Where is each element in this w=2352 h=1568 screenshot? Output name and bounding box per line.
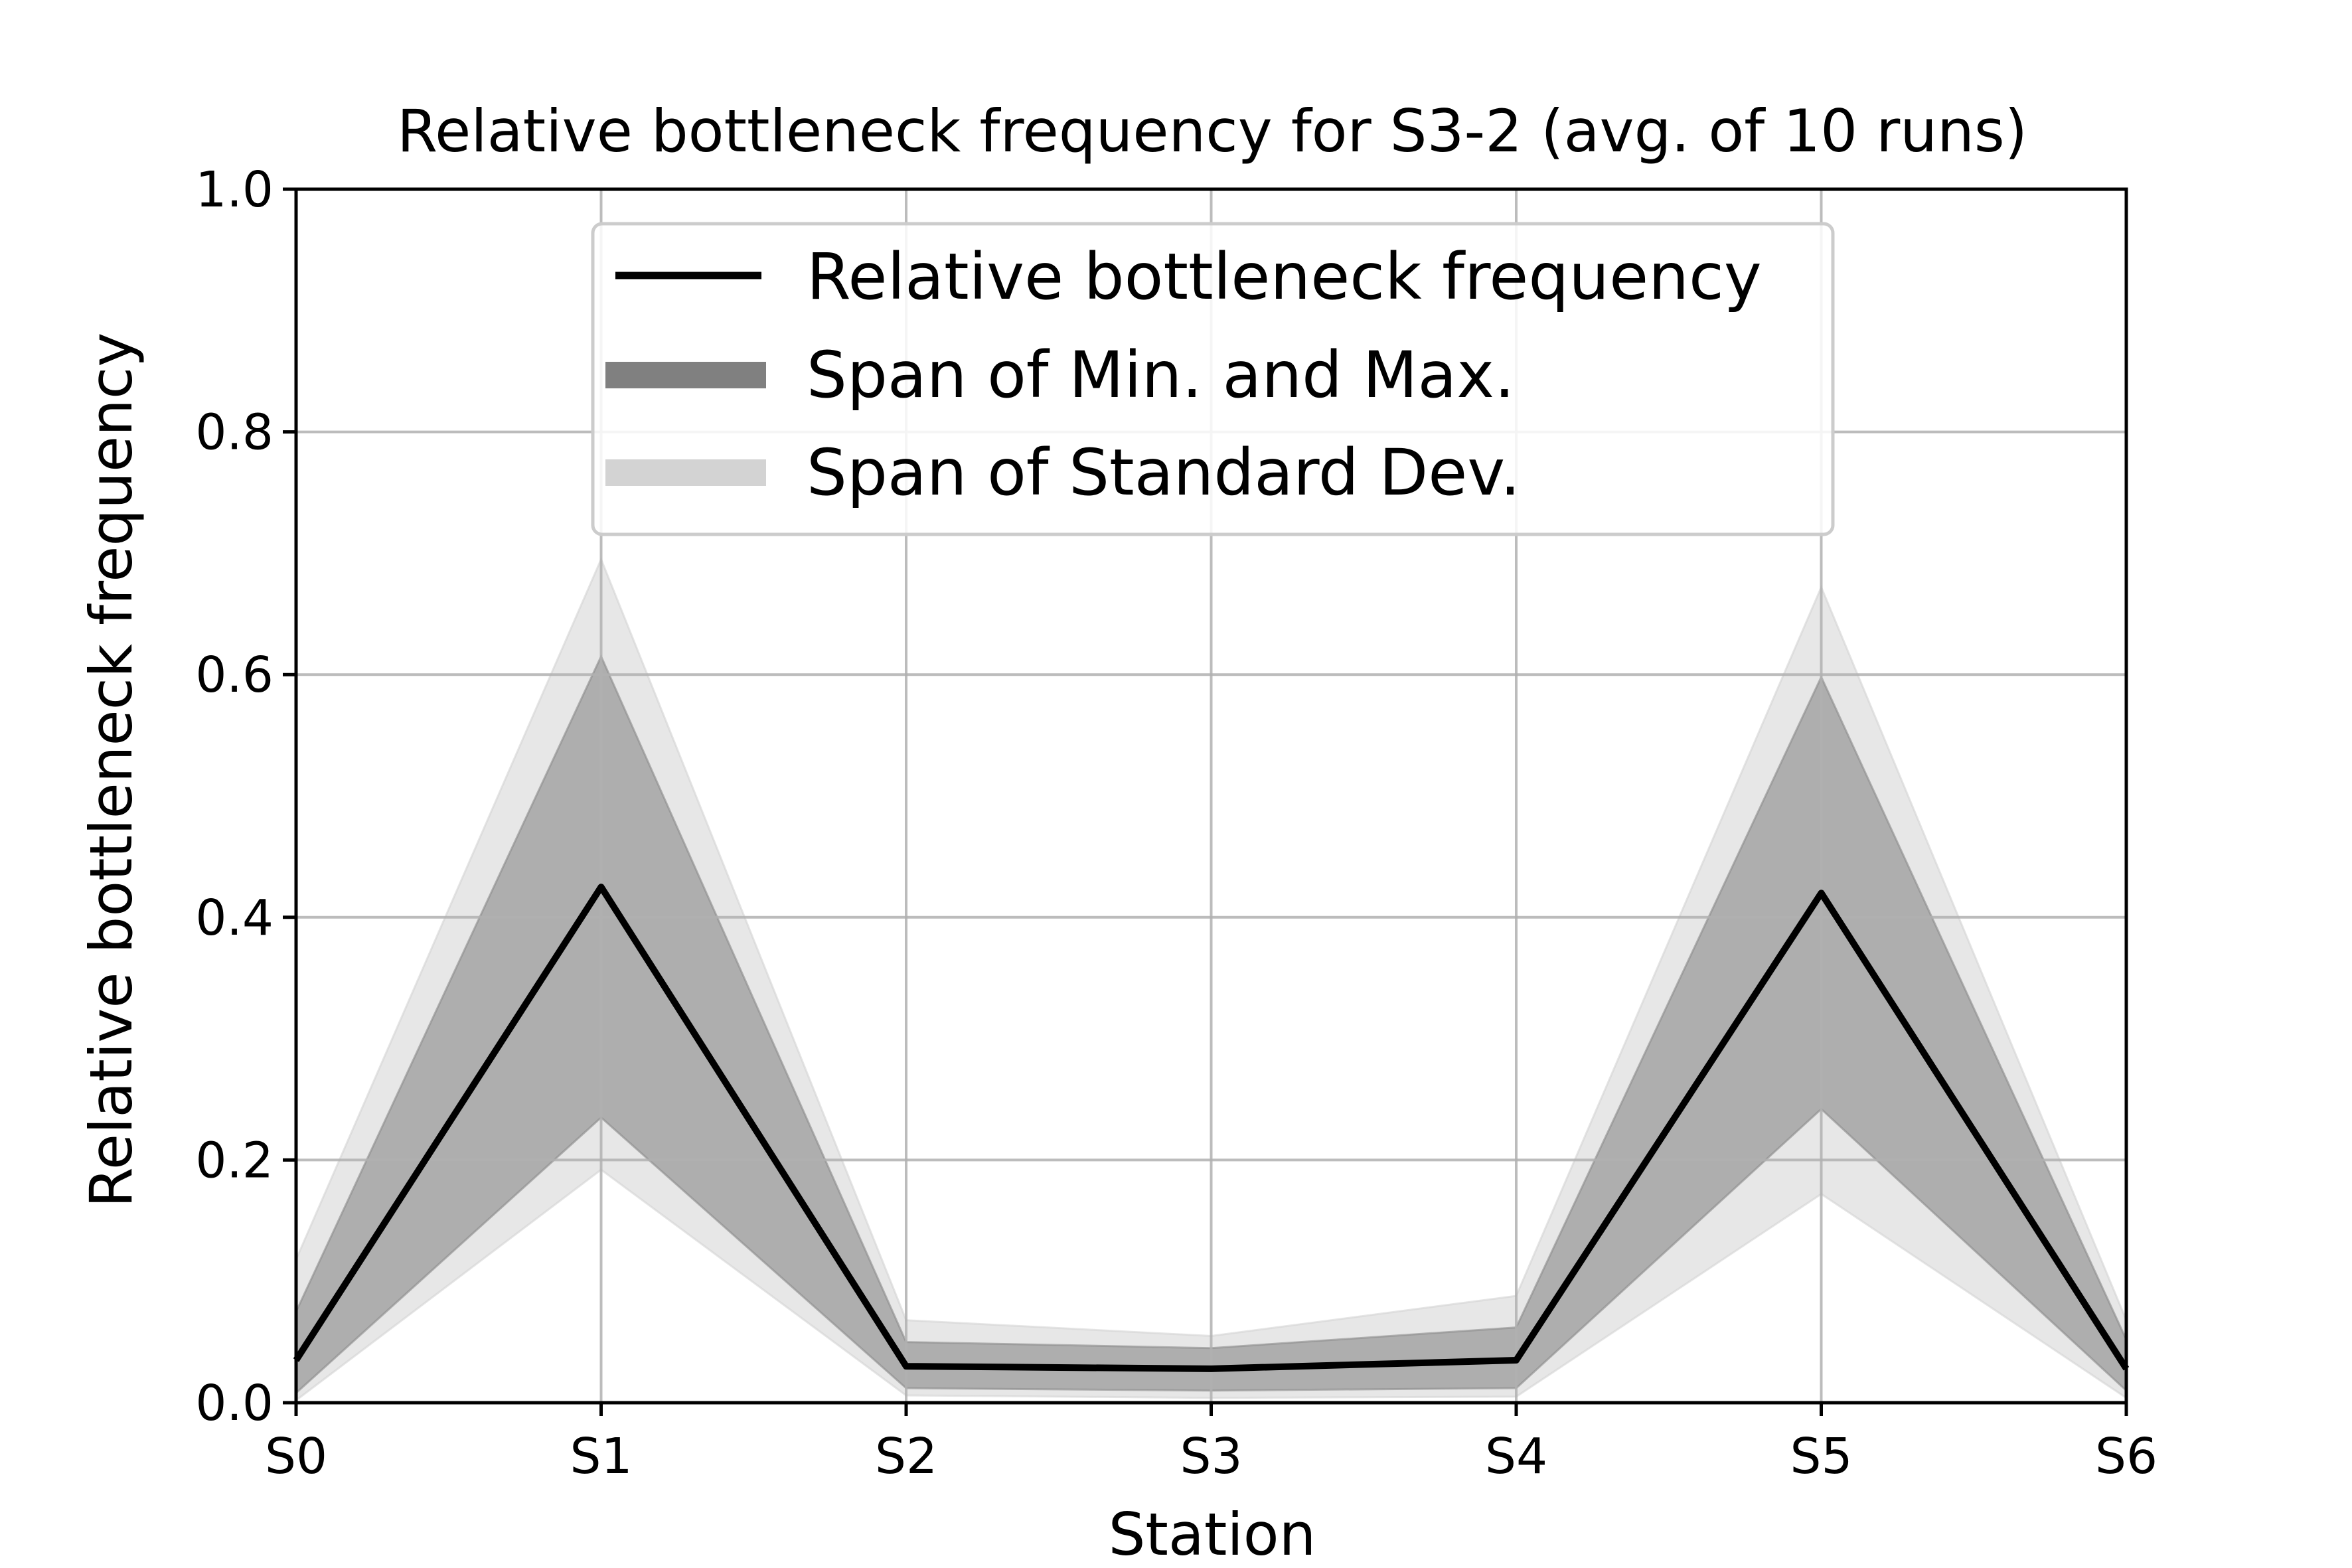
x-tick-label: S5 [1790, 1428, 1852, 1485]
y-tick-label: 0.6 [195, 647, 274, 704]
ticks-layer: 0.0 0.2 0.4 0.6 0.8 1.0 S0 S1 S2 S3 S4 S5 S6 [195, 161, 2157, 1485]
x-tick-label: S1 [570, 1428, 632, 1485]
legend-label-std: Span of Standard Dev. [807, 435, 1520, 510]
y-tick-label: 1.0 [195, 161, 274, 218]
y-tick-label: 0.8 [195, 404, 274, 461]
x-tick-label: S6 [2095, 1428, 2157, 1485]
legend-minmax-handle [605, 362, 766, 388]
legend-std-handle [605, 459, 766, 486]
legend-frame [591, 222, 1835, 536]
chart-title: Relative bottleneck frequency for S3-2 (… [397, 97, 2027, 165]
x-tick-label: S3 [1180, 1428, 1242, 1485]
x-tick-label: S4 [1485, 1428, 1547, 1485]
x-axis-label: Station [1109, 1500, 1316, 1568]
x-tick-label: S0 [265, 1428, 327, 1485]
y-axis-label: Relative bottleneck frequency [77, 333, 145, 1208]
y-tick-label: 0.4 [195, 890, 274, 947]
y-tick-label: 0.0 [195, 1375, 274, 1432]
y-tick-label: 0.2 [195, 1132, 274, 1189]
legend-label-line: Relative bottleneck frequency [807, 240, 1762, 314]
legend-label-minmax: Span of Min. and Max. [807, 338, 1515, 412]
x-tick-label: S2 [875, 1428, 937, 1485]
legend: Relative bottleneck frequency Span of Mi… [591, 222, 1835, 536]
